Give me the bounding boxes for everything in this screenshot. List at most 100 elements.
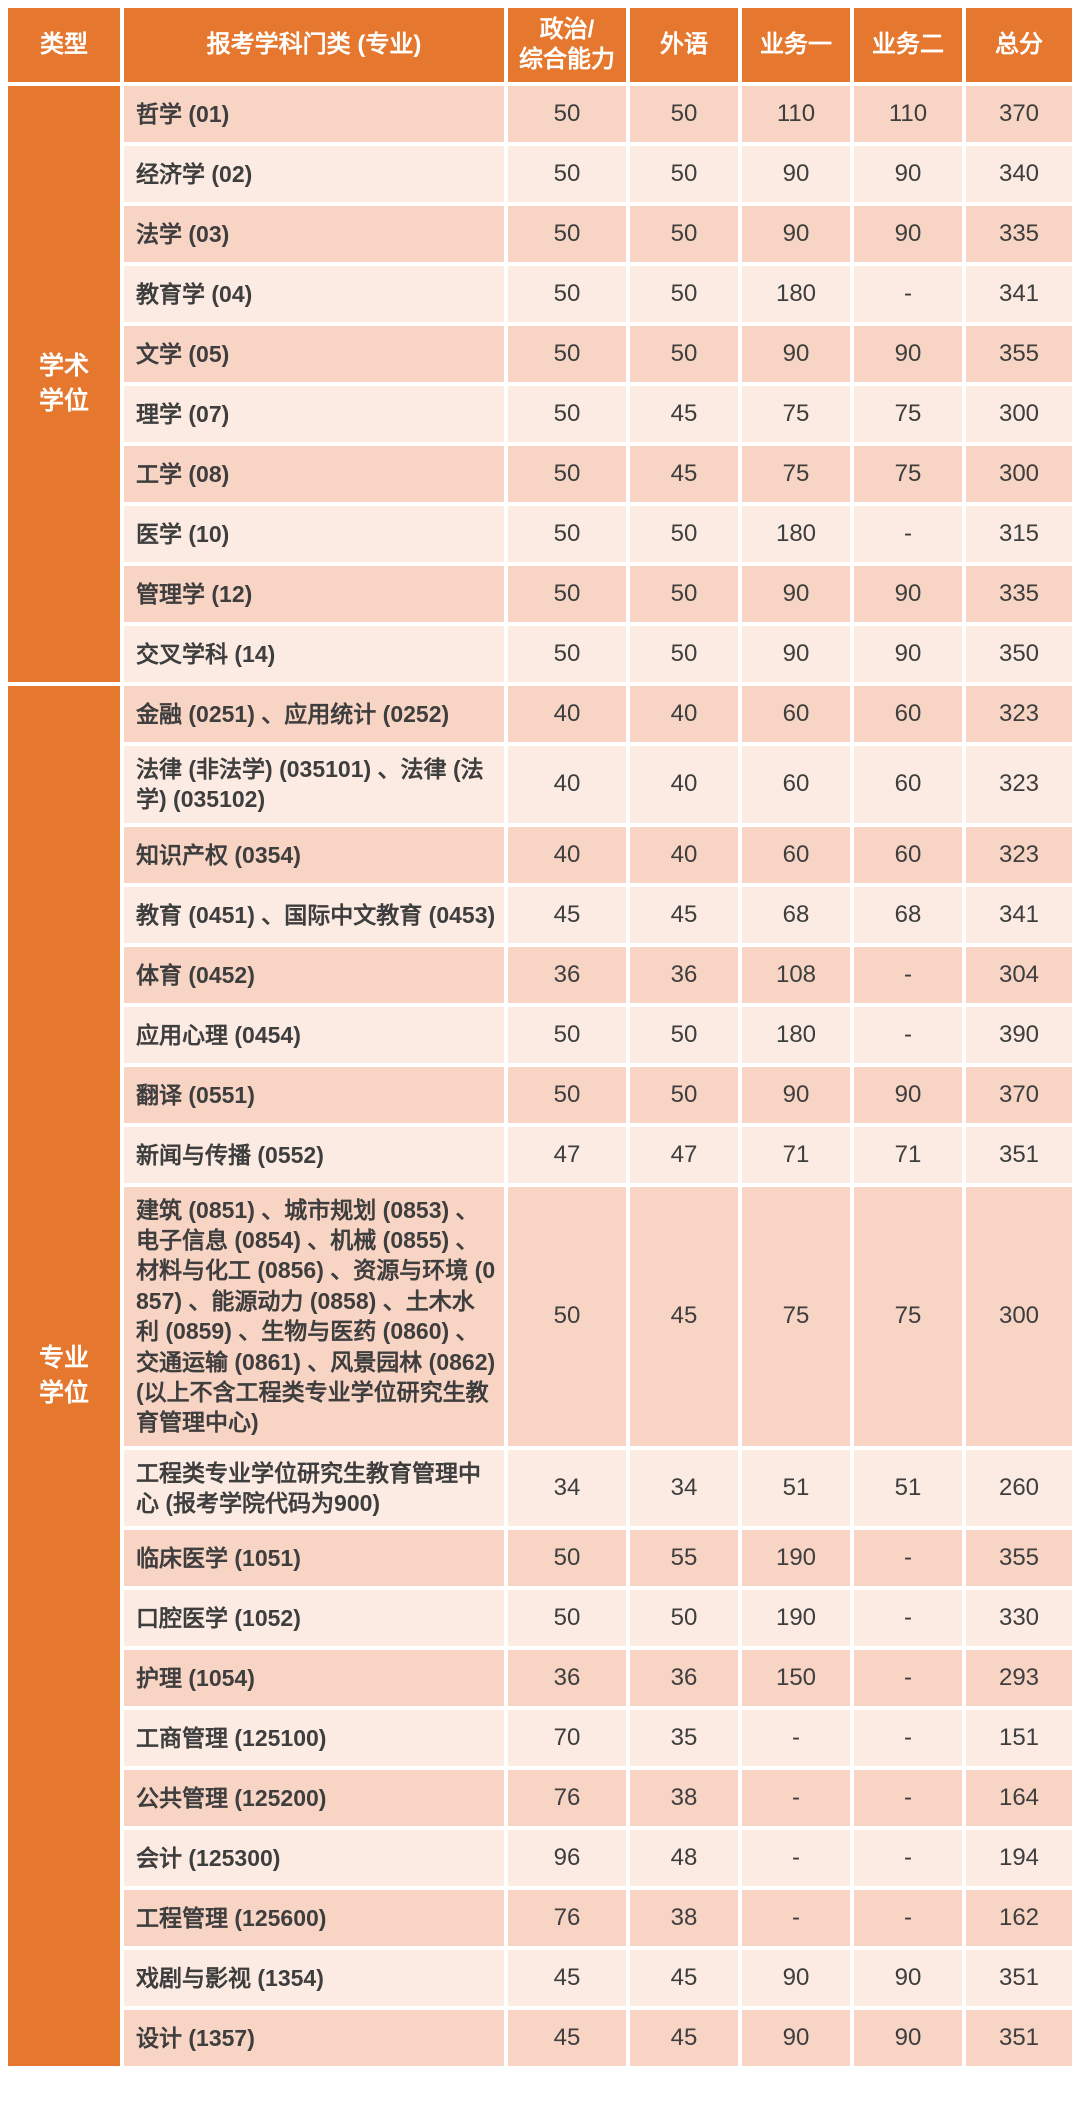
- subject-cell: 教育学 (04): [124, 266, 504, 322]
- score-cell: 45: [630, 446, 738, 502]
- table-row: 专业 学位 金融 (0251) 、应用统计 (0252) 40 40 60 60 323: [8, 686, 1072, 2067]
- table-row: 法律 (非法学) (035101) 、法律 (法学) (035102) 40 40 6…: [8, 746, 1072, 823]
- score-cell: 50: [508, 326, 626, 382]
- score-cell: 335: [966, 206, 1072, 262]
- score-cell: 90: [742, 1066, 850, 1123]
- subject-cell: 知识产权 (0354): [124, 826, 504, 883]
- score-cell: 60: [742, 826, 850, 883]
- subject-cell: 理学 (07): [124, 386, 504, 442]
- score-cell: 90: [742, 206, 850, 262]
- table-row: 教育学 (04) 50 50 180-341: [8, 266, 1072, 322]
- subject-cell: 翻译 (0551): [124, 1066, 504, 1123]
- score-cell: 45: [630, 1950, 738, 2007]
- score-cell: 351: [966, 1126, 1072, 1183]
- score-cell: 50: [630, 626, 738, 682]
- score-cell: 50: [630, 266, 738, 322]
- score-cell: 50: [508, 1066, 626, 1123]
- score-cell: 50: [630, 146, 738, 202]
- col-header-type: 类型: [8, 8, 120, 82]
- score-cell: 38: [630, 1770, 738, 1827]
- score-cell: 68: [854, 886, 962, 943]
- score-cell: 75: [742, 386, 850, 442]
- subject-cell: 经济学 (02): [124, 146, 504, 202]
- score-cell: 50: [630, 506, 738, 562]
- table-row: 文学 (05) 50 50 90 90 355: [8, 326, 1072, 382]
- score-cell: 260: [966, 1449, 1072, 1527]
- score-cell: 50: [508, 86, 626, 142]
- score-cell: 40: [508, 826, 626, 883]
- table-row: 工程类专业学位研究生教育管理中心 (报考学院代码为900) 34 34 51 51 260: [8, 1449, 1072, 1527]
- score-cell: -: [854, 946, 962, 1003]
- table-row: 经济学 (02) 50 50 90 90 340: [8, 146, 1072, 202]
- table-row: 体育 (0452) 36 36 108-304: [8, 946, 1072, 1003]
- score-cell: 75: [742, 1186, 850, 1446]
- score-cell: 45: [630, 386, 738, 442]
- score-cell: 323: [966, 826, 1072, 883]
- table-row: 知识产权 (0354) 40 40 60 60 323: [8, 826, 1072, 883]
- score-cell: 90: [742, 626, 850, 682]
- score-cell: 180: [742, 506, 850, 562]
- score-cell: 90: [854, 146, 962, 202]
- score-cell: 351: [966, 1950, 1072, 2007]
- table-row: 会计 (125300) 96 48- -194: [8, 1830, 1072, 1887]
- table-body: 学术 学位 哲学 (01) 50 50 110 110 370 经济学 (02) 50 50 90 9…: [8, 86, 1072, 2067]
- score-cell: 50: [508, 446, 626, 502]
- score-cell: 108: [742, 946, 850, 1003]
- score-cell: -: [854, 1770, 962, 1827]
- score-cell: -: [854, 1710, 962, 1767]
- score-cell: 390: [966, 1006, 1072, 1063]
- score-cell: 45: [508, 1950, 626, 2007]
- subject-cell: 工商管理 (125100): [124, 1710, 504, 1767]
- section-type-cell: 学术 学位: [8, 86, 120, 682]
- score-cell: 110: [854, 86, 962, 142]
- score-cell: -: [854, 1590, 962, 1647]
- table-row: 工程管理 (125600) 76 38- -162: [8, 1890, 1072, 1947]
- score-cell: 55: [630, 1530, 738, 1587]
- table-row: 公共管理 (125200) 76 38- -164: [8, 1770, 1072, 1827]
- subject-cell: 公共管理 (125200): [124, 1770, 504, 1827]
- score-cell: 300: [966, 386, 1072, 442]
- table-row: 交叉学科 (14) 50 50 90 90 350: [8, 626, 1072, 682]
- score-cell: -: [854, 266, 962, 322]
- score-cell: 71: [742, 1126, 850, 1183]
- score-cell: 330: [966, 1590, 1072, 1647]
- score-cell: -: [854, 1006, 962, 1063]
- score-cell: 90: [854, 626, 962, 682]
- table-row: 建筑 (0851) 、城市规划 (0853) 、电子信息 (0854) 、机械 …: [8, 1186, 1072, 1446]
- score-cell: 34: [508, 1449, 626, 1527]
- subject-cell: 工程类专业学位研究生教育管理中心 (报考学院代码为900): [124, 1449, 504, 1527]
- score-cell: 370: [966, 1066, 1072, 1123]
- score-cell: 40: [630, 746, 738, 823]
- score-cell: 45: [630, 886, 738, 943]
- score-cell: 50: [508, 1186, 626, 1446]
- score-cell: 50: [508, 506, 626, 562]
- score-cell: 51: [742, 1449, 850, 1527]
- table-row: 法学 (03) 50 50 90 90 335: [8, 206, 1072, 262]
- score-cell: 50: [630, 206, 738, 262]
- score-cell: -: [742, 1830, 850, 1887]
- score-cell: 34: [630, 1449, 738, 1527]
- subject-cell: 设计 (1357): [124, 2010, 504, 2067]
- score-cell: 355: [966, 326, 1072, 382]
- subject-cell: 建筑 (0851) 、城市规划 (0853) 、电子信息 (0854) 、机械 …: [124, 1186, 504, 1446]
- header-row: 类型 报考学科门类 (专业) 政治/ 综合能力 外语 业务一 业务二 总分: [8, 8, 1072, 82]
- score-cell: 180: [742, 1006, 850, 1063]
- score-cell: 194: [966, 1830, 1072, 1887]
- subject-cell: 教育 (0451) 、国际中文教育 (0453): [124, 886, 504, 943]
- subject-cell: 交叉学科 (14): [124, 626, 504, 682]
- score-cell: 45: [630, 2010, 738, 2067]
- subject-cell: 临床医学 (1051): [124, 1530, 504, 1587]
- score-cell: -: [742, 1710, 850, 1767]
- score-cell: -: [854, 506, 962, 562]
- score-cell: 293: [966, 1650, 1072, 1707]
- table-row: 翻译 (0551) 50 50 90 90 370: [8, 1066, 1072, 1123]
- score-cell: 47: [630, 1126, 738, 1183]
- col-header-subject: 报考学科门类 (专业): [124, 8, 504, 82]
- col-header-business-1: 业务一: [742, 8, 850, 82]
- score-cell: 50: [508, 146, 626, 202]
- table-row: 戏剧与影视 (1354) 45 45 90 90 351: [8, 1950, 1072, 2007]
- score-cell: 40: [630, 686, 738, 742]
- score-cell: 36: [508, 1650, 626, 1707]
- score-cell: 350: [966, 626, 1072, 682]
